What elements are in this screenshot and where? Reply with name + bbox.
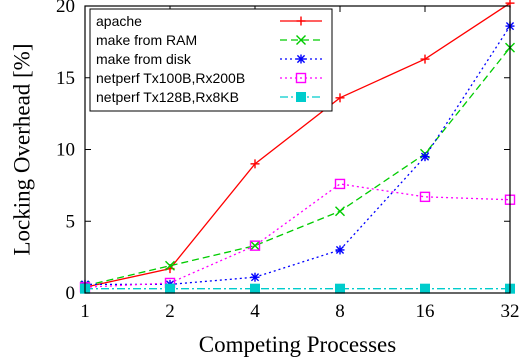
- series-netperf-tx100b-rx200b-point: [249, 240, 261, 251]
- series-netperf-tx128b-rx8kb-point: [335, 283, 345, 294]
- y-tick-label: 5: [66, 211, 76, 232]
- legend-netperf-tx100b-rx200b-label: netperf Tx100B,Rx200B: [96, 70, 245, 86]
- series-apache-point: [420, 54, 430, 64]
- legend-make-from-disk-marker: [296, 54, 306, 64]
- legend-make-from-ram-marker: [296, 35, 306, 45]
- legend-netperf-tx100b-rx200b-marker: [295, 72, 307, 84]
- x-tick-label: 16: [416, 301, 435, 322]
- series-netperf-tx100b-rx200b-point: [419, 191, 431, 203]
- series-make-from-disk-line: [85, 25, 511, 286]
- series-make-from-disk-point: [420, 152, 430, 162]
- y-axis-title: Locking Overhead [%]: [9, 43, 34, 255]
- x-tick-label: 4: [250, 301, 260, 322]
- legend-apache-label: apache: [96, 13, 142, 29]
- series-netperf-tx128b-rx8kb-point: [165, 283, 175, 294]
- y-tick-label: 15: [56, 68, 75, 89]
- series-make-from-disk-point: [335, 245, 345, 255]
- x-tick-labels: 1 2 4 8 16 32: [80, 301, 519, 322]
- y-tick-label: 0: [66, 283, 76, 304]
- x-tick-label: 8: [335, 301, 345, 322]
- y-tick-labels: 0 5 10 15 20: [56, 0, 75, 304]
- legend-make-from-ram-label: make from RAM: [96, 32, 197, 48]
- x-tick-label: 32: [501, 301, 520, 322]
- series-apache-line: [84, 2, 511, 288]
- series-lines: [84, 2, 511, 290]
- x-tick-label: 1: [80, 301, 90, 322]
- legend-netperf-tx128b-rx8kb-label: netperf Tx128B,Rx8KB: [96, 89, 239, 105]
- series-make-from-ram-point: [250, 240, 260, 251]
- x-axis-title: Competing Processes: [199, 332, 396, 357]
- series-make-from-ram-line: [84, 47, 511, 287]
- series-netperf-tx128b-rx8kb-point: [420, 283, 430, 294]
- legend-make-from-disk-label: make from disk: [96, 51, 192, 67]
- series-make-from-ram-point: [335, 206, 345, 217]
- series-apache-point: [250, 159, 260, 169]
- legend-apache-marker: [296, 16, 306, 26]
- series-make-from-ram-point: [165, 260, 175, 271]
- legend: apache make from RAM make from disk netperf…: [89, 8, 333, 112]
- series-netperf-tx100b-rx200b-point: [334, 178, 346, 190]
- y-tick-label: 10: [56, 140, 75, 161]
- series-netperf-tx128b-rx8kb-point: [250, 283, 260, 294]
- y-tick-label: 20: [56, 0, 75, 17]
- series-apache-point: [335, 93, 345, 103]
- legend-netperf-tx128b-rx8kb-marker: [296, 92, 306, 102]
- legend-box: [89, 8, 333, 112]
- series-make-from-disk-point: [250, 272, 260, 282]
- x-tick-label: 2: [165, 301, 175, 322]
- series-netperf-tx100b-rx200b-line: [84, 183, 511, 288]
- plot-frame: [84, 5, 511, 294]
